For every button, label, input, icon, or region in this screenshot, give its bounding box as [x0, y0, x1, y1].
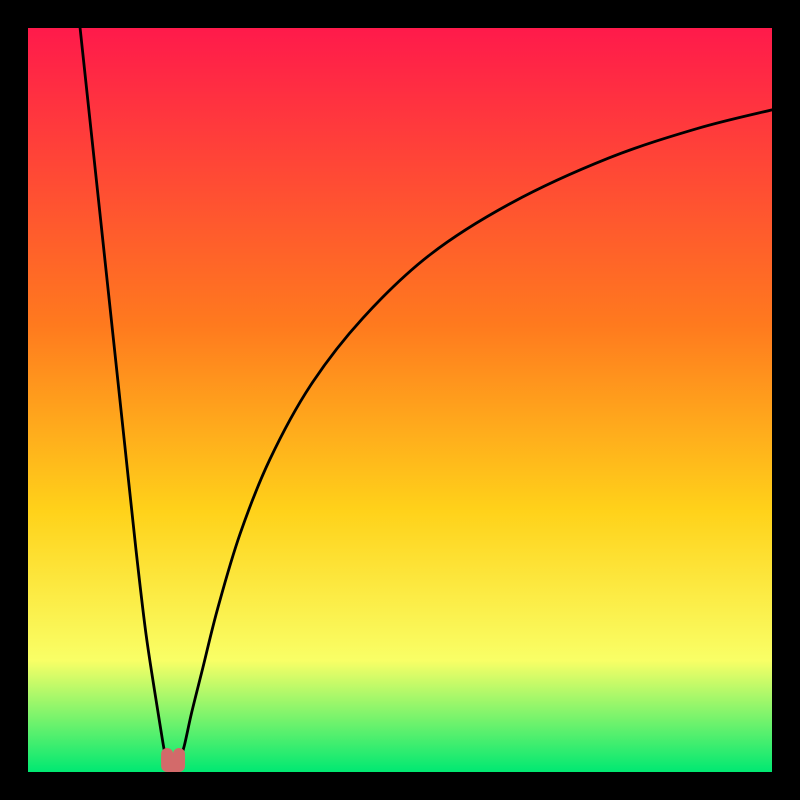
frame-border-bottom — [0, 772, 800, 800]
curve-svg — [0, 0, 800, 800]
frame-border-right — [772, 0, 800, 800]
dip-marker-join — [167, 759, 179, 767]
frame-border-top — [0, 0, 800, 28]
chart-container: TheBottleneck.com — [0, 0, 800, 800]
curve-left-branch — [80, 28, 167, 762]
curve-right-branch — [179, 110, 772, 762]
frame-border-left — [0, 0, 28, 800]
